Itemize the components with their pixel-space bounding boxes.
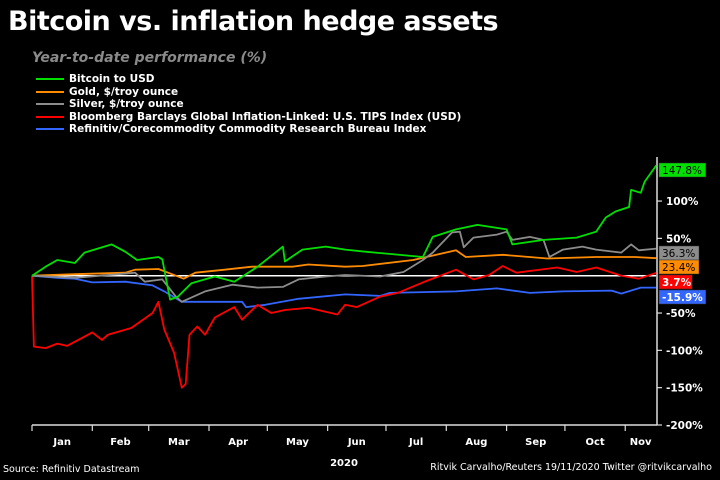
legend-swatch [36,115,64,118]
end-label: -15.9% [662,292,703,304]
series-line-4 [31,274,657,308]
x-tick-label: Feb [110,437,130,448]
end-label-box [658,289,707,305]
series-line-2 [31,230,657,303]
legend-swatch [36,128,64,131]
legend-label: Refinitiv/Corecommodity Commodity Resear… [69,123,427,136]
credit-note: Ritvik Carvalho/Reuters 19/11/2020 Twitt… [430,462,712,473]
y-tick-label: -200% [666,420,703,432]
x-tick-label: Oct [585,437,604,448]
legend-item-bitcoin: Bitcoin to USD [36,73,461,86]
y-tick-label: -50% [666,308,696,320]
source-note: Source: Refinitiv Datastream [3,464,140,475]
end-label: 3.7% [662,277,692,289]
x-tick-label: Mar [168,437,190,448]
y-tick-label: 50% [666,233,692,245]
y-tick-label: -150% [666,383,703,395]
end-label-box [658,274,693,290]
end-label: 23.4% [662,262,695,274]
legend-label: Bloomberg Barclays Global Inflation-Link… [69,110,462,123]
legend: Bitcoin to USD Gold, $/troy ounce Silver… [36,73,461,136]
end-label-box [658,162,707,178]
series-line-1 [31,249,657,280]
legend-swatch [36,103,64,106]
x-tick-label: Aug [465,437,487,448]
chart-subtitle: Year-to-date performance (%) [32,50,268,66]
x-tick-label: Jun [347,437,366,448]
x-tick-label: Jul [408,437,423,448]
legend-item-gold: Gold, $/troy ounce [36,86,461,99]
legend-item-tips: Bloomberg Barclays Global Inflation-Link… [36,111,461,124]
end-label: 36.3% [662,248,695,260]
legend-swatch [36,90,64,93]
x-tick-label: Nov [630,437,652,448]
legend-label: Silver, $/troy ounce [69,98,184,111]
legend-label: Gold, $/troy ounce [69,85,179,98]
x-tick-label: Jan [52,437,71,448]
y-tick-label: 100% [666,196,699,208]
legend-item-crb: Refinitiv/Corecommodity Commodity Resear… [36,123,461,136]
end-label-box [658,259,700,275]
end-label: 147.8% [662,165,702,177]
x-tick-label: May [286,437,309,448]
x-tick-label: Sep [525,437,546,448]
series-line-3 [31,265,657,389]
legend-label: Bitcoin to USD [69,73,155,86]
series-line-0 [31,164,658,301]
x-axis-title: 2020 [330,458,358,469]
y-tick-label: -100% [666,345,703,357]
legend-swatch [36,78,64,81]
chart-title: Bitcoin vs. inflation hedge assets [8,6,499,37]
legend-item-silver: Silver, $/troy ounce [36,98,461,111]
x-tick-label: Apr [228,437,248,448]
